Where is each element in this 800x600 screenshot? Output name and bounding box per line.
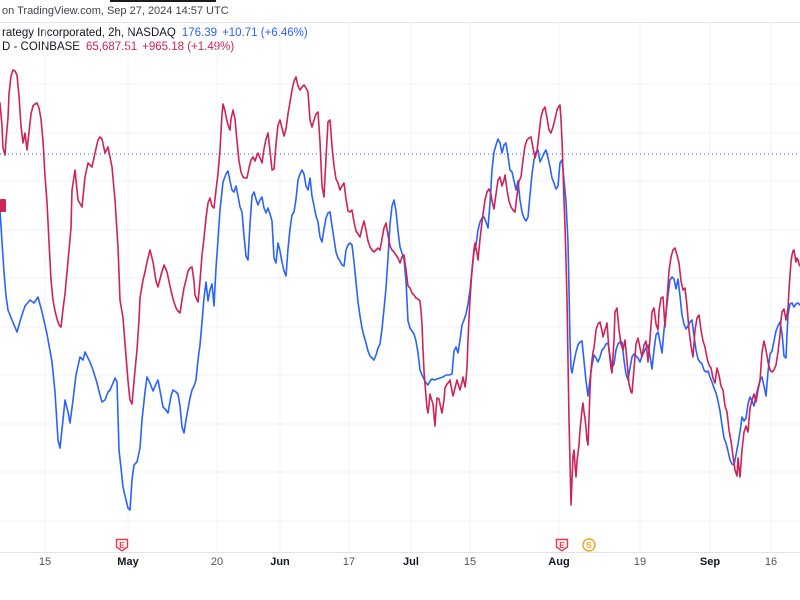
svg-text:E: E (559, 540, 565, 550)
svg-text:S: S (586, 540, 592, 550)
time-axis-label: 15 (38, 556, 52, 568)
chart-legend: rategy Incorporated, 2h, NASDAQ 176.39 +10… (2, 26, 308, 54)
time-axis-label: 17 (342, 556, 356, 568)
split-s-icon: S (582, 538, 596, 552)
compare-change: +965.18 (+1.49%) (142, 41, 235, 53)
legend-row-compare[interactable]: D - COINBASE 65,687.51 +965.18 (+1.49%) (2, 40, 308, 54)
symbol-last-price: 176.39 (181, 27, 218, 39)
time-axis-label: Jun (270, 556, 290, 568)
header-divider (0, 22, 800, 23)
svg-text:E: E (119, 540, 125, 550)
price-series-mstr[interactable] (0, 138, 800, 511)
time-axis-label: Sep (699, 556, 721, 568)
compare-symbol-description: D - COINBASE (2, 41, 80, 53)
time-axis-label: 16 (764, 556, 778, 568)
time-axis-separator (0, 552, 800, 553)
split-badge[interactable]: S (581, 537, 597, 553)
earnings-badge[interactable]: E (114, 537, 130, 553)
time-axis-label: Jul (403, 556, 419, 568)
time-axis-label: Aug (548, 556, 570, 568)
time-axis-label: 19 (633, 556, 647, 568)
price-series-btcusd[interactable] (0, 69, 800, 506)
left-edge-price-marker (0, 199, 6, 212)
symbol-change: +10.71 (+6.46%) (222, 27, 308, 39)
attribution-text: on TradingView.com, Sep 27, 2024 14:57 U… (2, 5, 229, 17)
cropped-top-bar (110, 0, 216, 2)
earnings-e-icon: E (115, 538, 129, 552)
earnings-badge[interactable]: E (554, 537, 570, 553)
compare-last-price: 65,687.51 (85, 41, 138, 53)
time-axis-label: May (117, 556, 139, 568)
earnings-e-icon: E (555, 538, 569, 552)
time-axis-label: 20 (210, 556, 224, 568)
time-axis-label: 15 (463, 556, 477, 568)
